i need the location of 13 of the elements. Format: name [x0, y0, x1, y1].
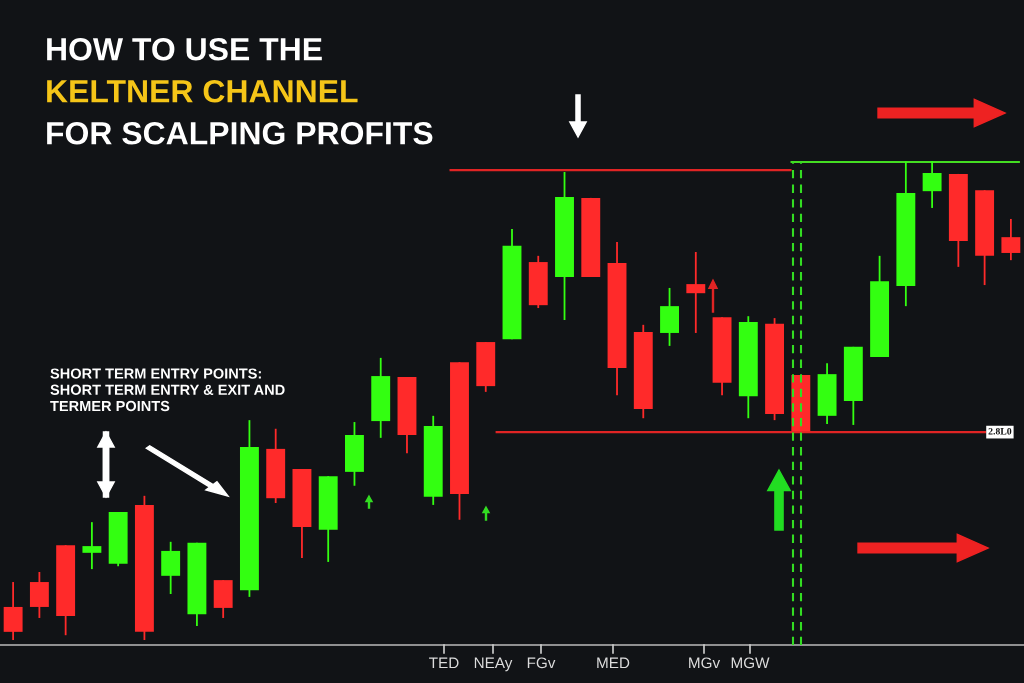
- text: NEAy: [474, 657, 513, 672]
- candlestick: [922, 160, 942, 209]
- candlestick: [686, 251, 706, 334]
- text: MGv: [689, 657, 721, 669]
- text: TED: [429, 657, 459, 669]
- annotation: SHORT TERM ENTRY POINTS: SHORT TERM ENTRY & EXIT AND TERMER POINTS: [50, 368, 285, 412]
- text: MGW: [731, 657, 770, 669]
- candlestick: [1001, 218, 1021, 262]
- candlestick: [82, 521, 102, 571]
- text: FGv: [527, 657, 556, 669]
- chart-title: HOW TO USE THE KELTNER CHANNEL FOR SCALPING PROFITS: [47, 37, 433, 145]
- text: MED: [597, 657, 630, 669]
- ref-line-label: 2.8L0: [988, 427, 1012, 435]
